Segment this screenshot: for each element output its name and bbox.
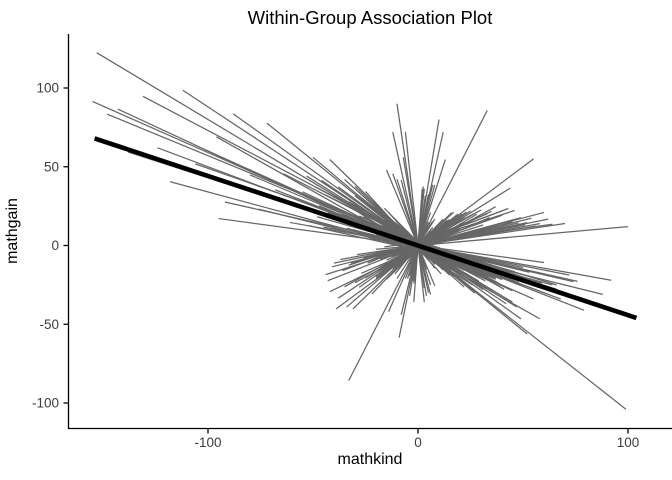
x-tick-label: 0 xyxy=(414,435,422,450)
summary-line-layer xyxy=(93,136,638,321)
y-tick-label: 100 xyxy=(36,81,59,96)
x-tick-label: 100 xyxy=(617,435,640,450)
x-axis-title: mathkind xyxy=(338,451,403,468)
x-axis-ticks: -100 0 100 xyxy=(194,428,640,450)
group-fit-line xyxy=(396,179,432,286)
y-tick-label: -50 xyxy=(39,317,59,332)
group-fit-line xyxy=(357,222,566,256)
y-axis-ticks: -100 -50 0 50 100 xyxy=(32,81,69,411)
group-fit-line xyxy=(396,103,425,289)
group-fit-line xyxy=(385,169,436,287)
chart-title: Within-Group Association Plot xyxy=(248,7,493,28)
y-tick-label: -100 xyxy=(32,396,59,411)
group-fit-line xyxy=(408,119,440,297)
y-axis-title: mathgain xyxy=(4,198,21,264)
group-fit-line xyxy=(232,113,522,320)
group-fit-line xyxy=(404,132,425,303)
group-fit-line xyxy=(406,159,446,279)
y-tick-label: 50 xyxy=(44,159,59,174)
x-tick-label: -100 xyxy=(194,435,221,450)
group-fit-line xyxy=(352,212,453,310)
group-fit-line xyxy=(392,131,430,293)
group-fit-line xyxy=(394,226,434,275)
summary-regression-line xyxy=(93,136,638,321)
group-fit-line xyxy=(400,230,459,253)
group-fit-line xyxy=(380,218,549,254)
y-tick-label: 0 xyxy=(51,238,59,253)
group-fit-line xyxy=(388,221,430,312)
